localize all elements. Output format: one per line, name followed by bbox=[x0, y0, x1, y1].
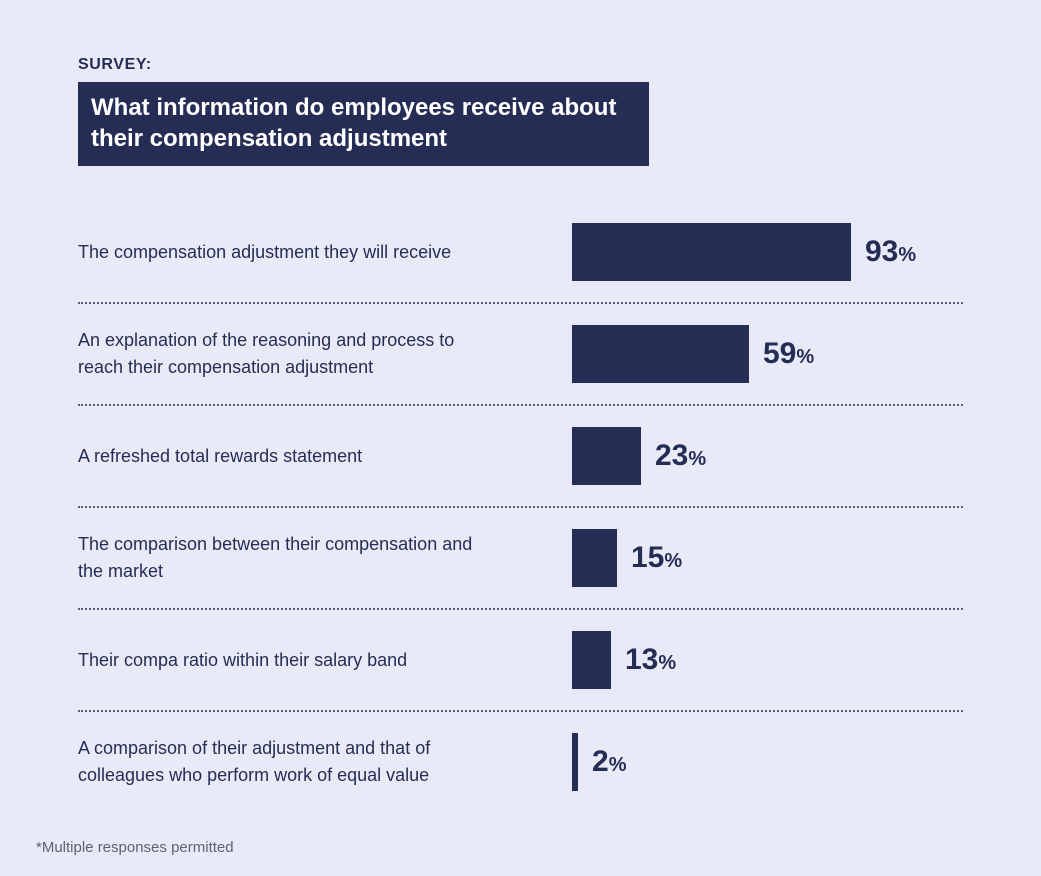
bar bbox=[572, 427, 641, 486]
value-number: 13 bbox=[625, 643, 659, 677]
bar-chart: The compensation adjustment they will re… bbox=[78, 202, 963, 812]
value-label: 23% bbox=[655, 439, 706, 473]
percent-sign: % bbox=[688, 448, 707, 471]
bar bbox=[572, 325, 749, 384]
chart-row: A comparison of their adjustment and tha… bbox=[78, 712, 963, 812]
value-label: 93% bbox=[865, 235, 916, 269]
value-number: 93 bbox=[865, 235, 899, 269]
bar-area: 2% bbox=[572, 733, 963, 792]
percent-sign: % bbox=[796, 346, 815, 369]
value-label: 15% bbox=[631, 541, 682, 575]
bar-area: 23% bbox=[572, 427, 963, 486]
bar-area: 93% bbox=[572, 223, 963, 282]
chart-row: The comparison between their compensatio… bbox=[78, 508, 963, 611]
percent-sign: % bbox=[658, 652, 677, 675]
value-number: 15 bbox=[631, 541, 665, 575]
category-label: A comparison of their adjustment and tha… bbox=[78, 738, 431, 786]
value-label: 2% bbox=[592, 745, 626, 779]
footnote: *Multiple responses permitted bbox=[36, 839, 234, 856]
value-number: 23 bbox=[655, 439, 689, 473]
bar bbox=[572, 733, 578, 792]
category-label: The comparison between their compensatio… bbox=[78, 534, 473, 582]
category-label: An explanation of the reasoning and proc… bbox=[78, 330, 455, 378]
category-label: A refreshed total rewards statement bbox=[78, 445, 363, 466]
bar bbox=[572, 631, 611, 690]
chart-row: A refreshed total rewards statement 23% bbox=[78, 406, 963, 509]
percent-sign: % bbox=[608, 754, 627, 777]
percent-sign: % bbox=[898, 244, 917, 267]
value-number: 2 bbox=[592, 745, 609, 779]
value-label: 59% bbox=[763, 337, 814, 371]
bar-area: 59% bbox=[572, 325, 963, 384]
chart-title: What information do employees receive ab… bbox=[78, 82, 649, 167]
category-label: Their compa ratio within their salary ba… bbox=[78, 649, 408, 670]
chart-row: An explanation of the reasoning and proc… bbox=[78, 304, 963, 407]
chart-row: Their compa ratio within their salary ba… bbox=[78, 610, 963, 713]
value-label: 13% bbox=[625, 643, 676, 677]
bar bbox=[572, 223, 851, 282]
percent-sign: % bbox=[664, 550, 683, 573]
bar bbox=[572, 529, 617, 588]
bar-area: 13% bbox=[572, 631, 963, 690]
value-number: 59 bbox=[763, 337, 797, 371]
survey-eyebrow: SURVEY: bbox=[78, 56, 152, 73]
chart-row: The compensation adjustment they will re… bbox=[78, 202, 963, 305]
bar-area: 15% bbox=[572, 529, 963, 588]
category-label: The compensation adjustment they will re… bbox=[78, 241, 452, 262]
